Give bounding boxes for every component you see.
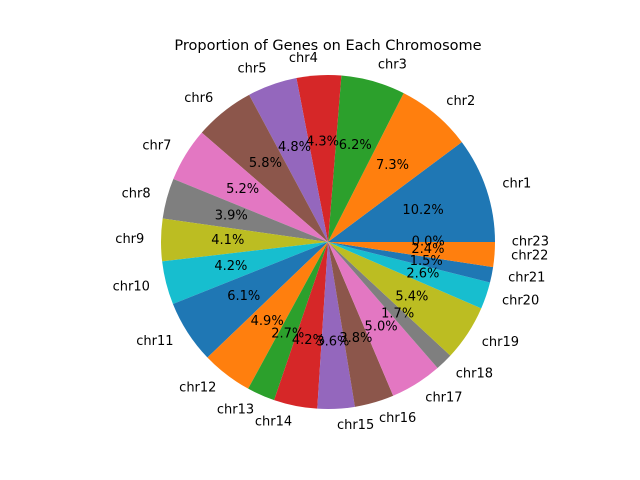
slice-label-chr2: chr2	[446, 94, 475, 109]
pie-slice-chr18	[328, 242, 451, 369]
pie-slice-chr1	[328, 142, 495, 242]
pie-slice-chr21	[328, 242, 494, 283]
slice-percent-chr18: 1.7%	[381, 307, 414, 322]
slice-percent-chr12: 4.9%	[251, 314, 284, 329]
slice-percent-chr22: 2.4%	[411, 242, 444, 257]
slice-percent-labels: 10.2% 7.3% 6.2%4.3%4.8%5.8% 5.2% 3.9% 4.1% 4.2…	[211, 134, 444, 349]
pie-slice-chr12	[207, 242, 328, 389]
slice-percent-chr19: 5.4%	[395, 289, 428, 304]
slice-labels: chr1 chr2 chr3 chr4 chr5 chr6 chr7 chr8 chr9 chr1…	[113, 51, 549, 433]
slice-label-chr6: chr6	[184, 91, 213, 106]
slice-percent-chr17: 5.0%	[365, 319, 398, 334]
slice-label-chr5: chr5	[238, 61, 267, 76]
pie-slice-chr3	[328, 75, 404, 242]
slice-label-chr17: chr17	[425, 390, 462, 405]
slice-percent-chr2: 7.3%	[376, 158, 409, 173]
pie-slice-chr11	[172, 242, 328, 358]
slice-label-chr18: chr18	[456, 367, 493, 382]
slice-label-chr20: chr20	[502, 294, 539, 309]
slice-label-chr3: chr3	[378, 58, 407, 73]
slice-percent-chr15: 3.6%	[316, 335, 349, 350]
slice-percent-chr11: 6.1%	[227, 289, 260, 304]
slice-label-chr19: chr19	[482, 335, 519, 350]
slice-label-chr22: chr22	[511, 248, 548, 263]
pie-slice-chr14	[274, 242, 328, 409]
pie-slices	[161, 75, 496, 409]
slice-label-chr12: chr12	[179, 380, 216, 395]
pie-slice-chr20	[328, 242, 491, 309]
slice-percent-chr16: 3.8%	[339, 331, 372, 346]
slice-label-chr23: chr23	[512, 235, 549, 250]
pie-slice-chr17	[328, 242, 438, 396]
slice-label-chr15: chr15	[337, 418, 374, 433]
pie-slice-chr9	[161, 218, 328, 262]
slice-percent-chr8: 3.9%	[215, 208, 248, 223]
slice-label-chr21: chr21	[508, 271, 545, 286]
slice-label-chr8: chr8	[122, 187, 151, 202]
pie-slice-chr16	[328, 242, 394, 407]
slice-percent-chr6: 5.8%	[249, 156, 282, 171]
pie-slice-chr8	[162, 179, 328, 242]
slice-percent-chr4: 4.3%	[306, 134, 339, 149]
chart-title: Proportion of Genes on Each Chromosome	[174, 38, 481, 54]
slice-percent-chr14: 4.2%	[292, 333, 325, 348]
pie-slice-chr5	[249, 78, 328, 242]
pie-slice-chr10	[162, 242, 328, 305]
slice-label-chr4: chr4	[289, 51, 318, 66]
slice-percent-chr20: 2.6%	[406, 267, 439, 282]
slice-percent-chr1: 10.2%	[402, 203, 443, 218]
slice-percent-chr9: 4.1%	[211, 233, 244, 248]
slice-label-chr9: chr9	[115, 232, 144, 247]
slice-label-chr1: chr1	[502, 177, 531, 192]
slice-percent-chr21: 1.5%	[410, 254, 443, 269]
pie-slice-chr6	[201, 94, 328, 242]
slice-label-chr10: chr10	[113, 280, 150, 295]
pie-slice-chr15	[317, 242, 355, 409]
slice-label-chr11: chr11	[136, 334, 173, 349]
slice-percent-chr23: 0.0%	[412, 235, 445, 250]
slice-percent-chr7: 5.2%	[226, 182, 259, 197]
slice-percent-chr13: 2.7%	[271, 326, 304, 341]
slice-label-chr7: chr7	[142, 138, 171, 153]
slice-label-chr16: chr16	[379, 411, 416, 426]
pie-slice-chr19	[328, 242, 482, 356]
slice-percent-chr10: 4.2%	[214, 259, 247, 274]
pie-slice-chr13	[248, 242, 328, 401]
pie-slice-chr7	[173, 132, 328, 242]
slice-percent-chr5: 4.8%	[278, 140, 311, 155]
slice-label-chr13: chr13	[217, 403, 254, 418]
slice-percent-chr3: 6.2%	[339, 138, 372, 153]
pie-slice-chr2	[328, 93, 462, 242]
pie-slice-chr22	[328, 242, 496, 268]
slice-label-chr14: chr14	[255, 415, 292, 430]
pie-slice-chr4	[296, 75, 342, 243]
